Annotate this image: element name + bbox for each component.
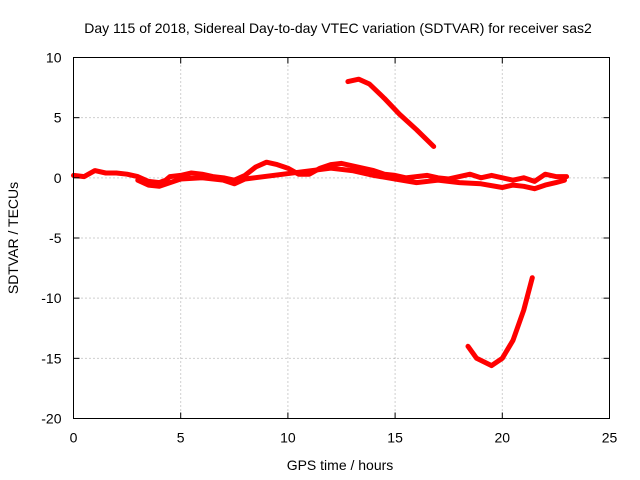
grid-lines	[73, 57, 610, 419]
y-axis-label: SDTVAR / TECUs	[5, 182, 21, 294]
x-tick-label: 0	[70, 430, 78, 446]
chart-title: Day 115 of 2018, Sidereal Day-to-day VTE…	[84, 20, 592, 36]
y-tick-label: 0	[54, 170, 62, 186]
y-tick-label: 10	[46, 50, 62, 66]
axis-ticks: 0 5 10 15 20 25 -20 -15 -10 -5 0 5 10	[41, 50, 617, 446]
series-line	[465, 275, 535, 369]
x-tick-label: 10	[280, 430, 296, 446]
y-tick-label: 5	[54, 110, 62, 126]
x-tick-label: 5	[177, 430, 185, 446]
series-line	[71, 159, 570, 186]
series-line	[345, 76, 437, 149]
x-tick-label: 25	[602, 430, 618, 446]
y-tick-label: -15	[41, 350, 61, 366]
y-tick-label: -20	[41, 411, 61, 427]
x-axis-label: GPS time / hours	[287, 457, 394, 473]
x-tick-label: 15	[387, 430, 403, 446]
y-tick-label: -10	[41, 290, 61, 306]
plot-series	[71, 76, 570, 369]
y-tick-label: -5	[49, 230, 62, 246]
x-tick-label: 20	[495, 430, 511, 446]
series-line	[135, 165, 567, 192]
